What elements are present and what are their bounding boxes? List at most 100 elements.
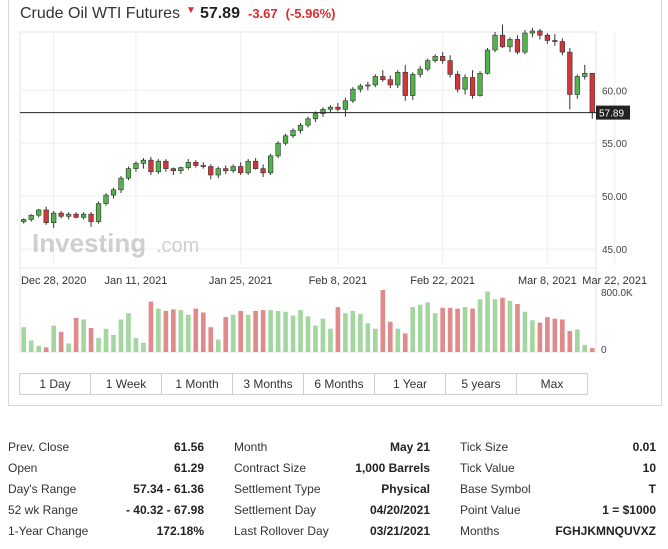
candle-body <box>185 161 191 168</box>
instrument-title: Crude Oil WTI Futures <box>20 5 181 22</box>
candle-body <box>230 166 236 172</box>
candle-body <box>103 194 109 204</box>
candle-body <box>125 168 132 179</box>
price-change: -3.67 <box>247 6 278 21</box>
stat-value: 57.34 - 61.36 <box>133 482 204 496</box>
volume-bar <box>43 347 49 352</box>
candle-body <box>118 177 124 191</box>
volume-bar <box>328 328 333 352</box>
stat-row: 1-Year Change 172.18% <box>8 521 204 542</box>
volume-bar <box>432 313 438 352</box>
candle-body <box>372 76 378 86</box>
tab-1-week[interactable]: 1 Week <box>91 374 162 394</box>
volume-bar <box>313 325 318 352</box>
volume-bar <box>358 314 363 352</box>
volume-bar <box>545 317 550 352</box>
candle-body <box>537 30 543 36</box>
stat-value: T <box>648 482 656 496</box>
volume-bar <box>178 310 184 352</box>
stat-label: Open <box>8 461 38 475</box>
x-tick-label: Mar 8, 2021 <box>518 275 577 287</box>
candle-body <box>58 212 64 217</box>
volume-bar <box>73 317 79 352</box>
candle-body <box>51 212 57 223</box>
volume-bar <box>492 299 498 352</box>
candle-body <box>21 219 27 222</box>
volume-bar <box>365 323 371 352</box>
volume-bar <box>51 325 56 352</box>
tab-3-months[interactable]: 3 Months <box>233 374 304 394</box>
candle-body <box>529 30 536 34</box>
candle-body <box>327 106 334 110</box>
candle-body <box>95 203 102 222</box>
stat-value: 61.29 <box>173 461 204 475</box>
candle-body <box>350 88 356 102</box>
tab-max[interactable]: Max <box>540 377 564 391</box>
stats-column-1: Prev. Close 61.56 Open 61.29 Day's Range 57… <box>8 437 204 542</box>
current-price-label: 57.89 <box>599 109 624 120</box>
tab-6-months[interactable]: 6 Months <box>304 374 375 394</box>
candle-body <box>387 79 393 86</box>
y-tick-label: 55.00 <box>602 139 627 150</box>
tab-5-years[interactable]: 5 years <box>446 374 517 394</box>
candle-body <box>223 168 229 172</box>
candle-body <box>574 76 580 95</box>
volume-bar <box>230 314 236 352</box>
volume-bar <box>88 327 94 352</box>
candle-body <box>380 76 386 80</box>
stat-label: Day's Range <box>8 482 77 496</box>
stat-value: FGHJKMNQUVXZ <box>555 524 656 538</box>
candle-body <box>36 209 42 216</box>
volume-bar <box>290 315 296 352</box>
volume-bar <box>200 312 206 352</box>
candle-body <box>73 213 79 218</box>
volume-bar <box>350 310 356 352</box>
candle-body <box>544 34 550 41</box>
candle-body <box>170 168 176 172</box>
volume-bar <box>253 310 258 352</box>
volume-bar <box>567 331 573 352</box>
volume-bar <box>58 331 64 352</box>
volume-bar <box>126 313 131 352</box>
stat-row: 52 wk Range - 40.32 - 67.98 <box>8 500 204 521</box>
volume-bar <box>268 310 273 352</box>
volume-bar <box>156 308 161 352</box>
candle-body <box>193 161 199 166</box>
stat-label: Months <box>460 524 500 538</box>
stat-row: Settlement Type Physical <box>234 479 430 500</box>
price-chart[interactable]: Investing .com 60.00 55.00 50.00 45.00 57.89 D… <box>0 0 668 372</box>
candle-body <box>552 40 558 42</box>
volume-bar <box>500 297 505 352</box>
stat-value: 1,000 Barrels <box>355 461 430 475</box>
candle-body <box>28 214 34 220</box>
stat-label: Month <box>234 440 268 454</box>
x-tick-label: Mar 22, 2021 <box>582 275 647 287</box>
volume-bar <box>440 307 445 352</box>
current-price-tag <box>596 105 630 120</box>
candle-body <box>275 142 281 157</box>
stat-label: Settlement Day <box>234 503 317 517</box>
tab-1-day[interactable]: 1 Day <box>20 374 91 394</box>
stat-value: May 21 <box>389 440 430 454</box>
volume-bar <box>185 314 191 352</box>
price-change-percent: (-5.96%) <box>285 6 336 21</box>
stat-row: Day's Range 57.34 - 61.36 <box>8 479 204 500</box>
volume-bar <box>283 311 288 352</box>
stat-value: 03/21/2021 <box>369 524 430 538</box>
volume-bar <box>320 318 326 352</box>
candle-body <box>148 159 154 173</box>
volume-zero-label: 0 <box>601 345 607 356</box>
stat-row: Tick Size 0.01 <box>460 437 656 458</box>
volume-bar <box>560 319 565 352</box>
stat-value: 1 = $1000 <box>602 503 656 517</box>
volume-bar <box>530 320 535 352</box>
tab-1-month[interactable]: 1 Month <box>162 374 233 394</box>
volume-bar <box>380 290 386 352</box>
candle-body <box>522 32 528 53</box>
candle-body <box>88 213 94 222</box>
tab-1-year[interactable]: 1 Year <box>375 374 446 394</box>
candle-body <box>462 77 468 90</box>
stat-row: Last Rollover Day 03/21/2021 <box>234 521 430 542</box>
y-tick-label: 60.00 <box>602 86 627 97</box>
stat-row: Point Value 1 = $1000 <box>460 500 656 521</box>
